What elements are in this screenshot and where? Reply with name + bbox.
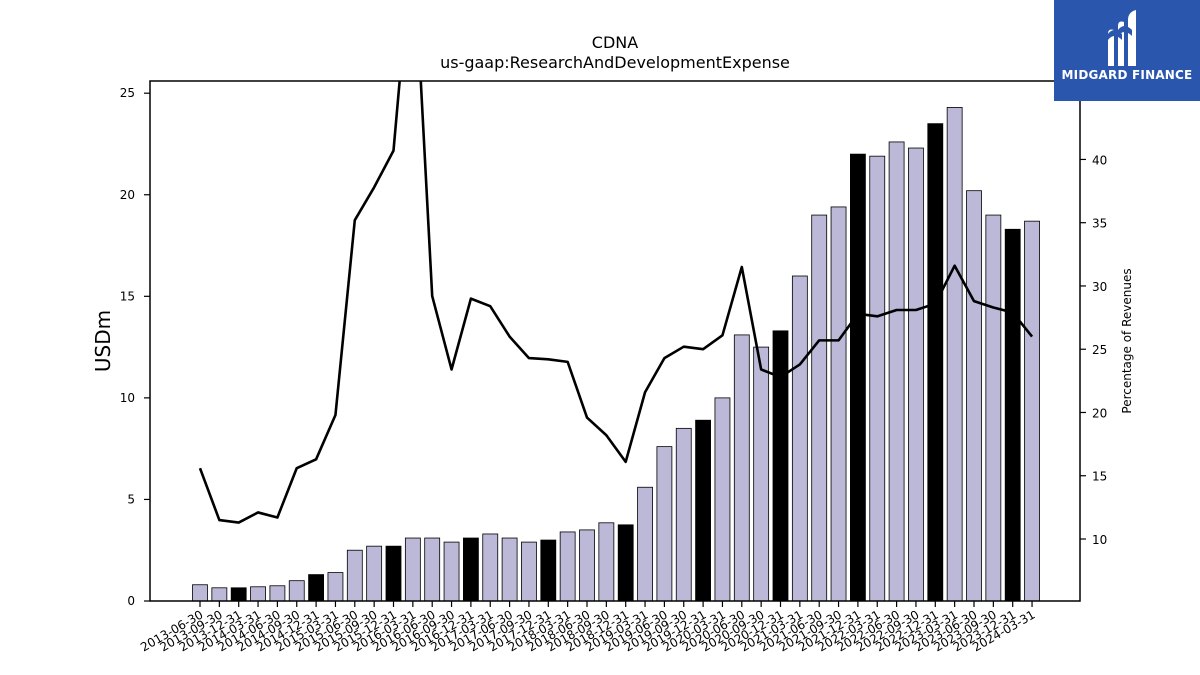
y2-tick-label: 30: [1092, 280, 1107, 294]
bar-2019-06-30: [656, 446, 673, 602]
bar-2015-09-30: [366, 545, 383, 602]
bar-2017-12-31: [540, 539, 557, 602]
bar-2018-06-30: [579, 529, 595, 602]
bars-layer: [192, 107, 1040, 602]
plot-frame: [149, 80, 1081, 602]
bar-2020-12-31: [772, 330, 789, 602]
bar-2015-12-31: [385, 545, 402, 602]
chart-title: CDNA: [592, 33, 638, 52]
bar-2017-06-30: [501, 537, 518, 602]
midgard-logo-icon: [1108, 10, 1136, 66]
brand-logo: MIDGARD FINANCE: [1054, 0, 1200, 101]
bar-2019-12-31: [695, 419, 711, 602]
y-tick-label: 20: [120, 188, 135, 202]
bar-2021-03-31: [791, 275, 808, 602]
y-axis-label: USDm: [91, 310, 115, 372]
bar-2021-06-30: [811, 214, 828, 602]
bar-2013-06-30: [192, 584, 208, 602]
bar-2016-09-30: [443, 541, 460, 602]
y-tick-label: 5: [127, 492, 135, 506]
y-tick-label: 0: [127, 594, 135, 608]
bar-2020-06-30: [733, 334, 750, 602]
y-tick-label: 25: [120, 86, 135, 100]
bar-2019-03-31: [637, 486, 653, 602]
bar-2016-06-30: [424, 537, 441, 602]
y2-tick-label: 20: [1092, 406, 1107, 420]
bar-2023-12-31: [1004, 228, 1021, 602]
y2-tick-label: 25: [1092, 343, 1107, 357]
bar-2022-09-30: [908, 147, 924, 602]
bar-2023-06-30: [966, 190, 982, 602]
y-tick-label: 15: [120, 289, 135, 303]
bar-2021-09-30: [830, 206, 847, 602]
bar-2015-03-31: [327, 572, 344, 602]
y2-axis-label: Percentage of Revenues: [1120, 268, 1134, 413]
bar-2015-06-30: [346, 549, 363, 602]
bar-2014-09-30: [288, 580, 305, 602]
y2-tick-label: 35: [1092, 217, 1107, 231]
bar-2018-12-31: [617, 524, 634, 602]
bar-2018-09-30: [598, 522, 615, 602]
y2-tick-label: 15: [1092, 470, 1107, 484]
line-layer: [198, 81, 1034, 524]
bar-2013-12-31: [230, 587, 247, 602]
left-axis: 0 5 10 15 20 25: [120, 86, 150, 608]
bar-2020-03-31: [714, 397, 731, 602]
bar-2024-03-31: [1024, 220, 1040, 602]
bar-2017-03-31: [482, 533, 499, 602]
right-axis: 1015202530354045: [1080, 90, 1107, 547]
bar-2022-06-30: [888, 141, 905, 602]
x-axis: 2013-06-302013-09-302013-12-312014-03-31…: [138, 601, 1038, 654]
bar-2014-03-31: [250, 586, 266, 602]
bar-2020-09-30: [753, 346, 770, 602]
brand-name: MIDGARD FINANCE: [1061, 68, 1193, 82]
y2-tick-label: 10: [1092, 533, 1107, 547]
bar-2022-03-31: [869, 155, 886, 602]
y-tick-label: 10: [120, 391, 135, 405]
bar-2023-09-30: [985, 214, 1002, 602]
bar-2017-09-30: [521, 541, 537, 602]
revenue-share-line: [198, 81, 1034, 524]
bar-2022-12-31: [927, 123, 944, 602]
y2-tick-label: 40: [1092, 153, 1107, 167]
bar-2023-03-31: [946, 107, 963, 602]
bar-2019-09-30: [675, 427, 692, 602]
bar-2018-03-31: [559, 531, 576, 602]
bar-2013-09-30: [211, 587, 228, 602]
chart-subtitle: us-gaap:ResearchAndDevelopmentExpense: [440, 53, 790, 72]
bar-2014-12-31: [308, 574, 325, 602]
bar-2016-12-31: [462, 537, 479, 602]
bar-2016-03-31: [404, 537, 421, 602]
bar-2014-06-30: [269, 585, 286, 602]
bar-2021-12-31: [850, 153, 866, 602]
